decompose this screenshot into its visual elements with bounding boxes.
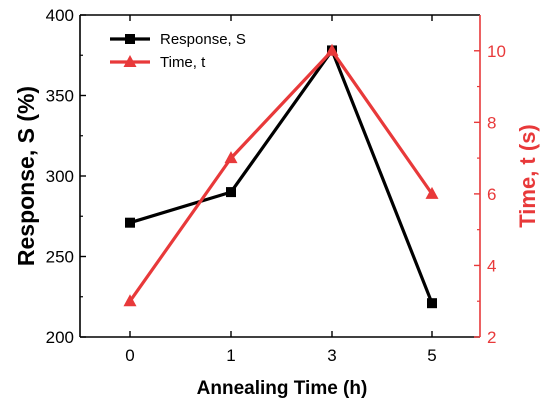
x-tick-label: 3	[327, 346, 336, 365]
y-left-tick-label: 300	[46, 167, 74, 186]
data-point-time	[224, 151, 238, 164]
legend-marker-square	[125, 34, 135, 44]
y-left-axis-ticks: 200 250 300 350 400	[46, 6, 86, 347]
y-left-tick-label: 250	[46, 248, 74, 267]
y-right-tick-label: 10	[487, 42, 506, 61]
x-axis-title: Annealing Time (h)	[197, 378, 368, 399]
y-right-tick-label: 2	[487, 328, 496, 347]
y-right-axis-ticks: 2 4 6 8 10	[474, 42, 506, 347]
marks-layer	[123, 43, 439, 309]
data-point-response	[226, 187, 236, 198]
y-right-axis-title: Time, t (s)	[515, 124, 540, 228]
legend-label: Time, t	[160, 54, 206, 71]
x-axis-ticks: 0 1 3 5	[125, 15, 437, 365]
data-point-response	[427, 298, 437, 309]
y-left-tick-label: 400	[46, 6, 74, 25]
y-right-tick-label: 4	[487, 256, 496, 275]
data-point-time	[123, 294, 137, 307]
y-right-tick-label: 8	[487, 113, 496, 132]
x-tick-label: 5	[427, 346, 436, 365]
x-tick-label: 1	[226, 346, 235, 365]
legend-label: Response, S	[160, 31, 246, 48]
legend: Response, S Time, t	[110, 31, 246, 71]
y-left-tick-label: 200	[46, 328, 74, 347]
series-line-response	[129, 48, 434, 304]
data-point-time	[425, 186, 439, 199]
y-right-tick-label: 6	[487, 185, 496, 204]
y-left-axis-title: Response, S (%)	[13, 86, 39, 266]
series-line-time	[128, 49, 434, 303]
y-left-tick-label: 350	[46, 87, 74, 106]
x-tick-label: 0	[125, 346, 134, 365]
data-point-time	[325, 43, 339, 56]
legend-marker-triangle	[123, 55, 137, 67]
data-point-response	[125, 217, 135, 228]
